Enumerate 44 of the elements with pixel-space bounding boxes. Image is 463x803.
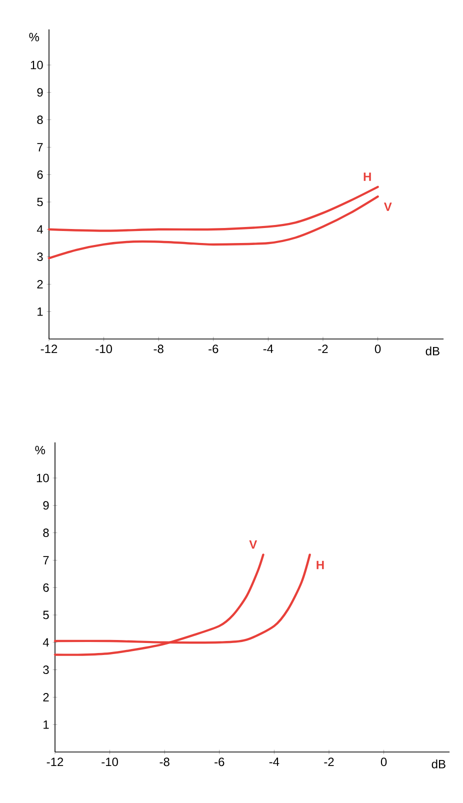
x-axis-title: dB bbox=[426, 346, 440, 356]
series-label: H bbox=[316, 560, 324, 570]
x-tick-label: -2 bbox=[318, 344, 328, 354]
y-tick-label: 7 bbox=[37, 143, 43, 152]
x-tick-label: -10 bbox=[102, 758, 118, 766]
y-tick-label: 10 bbox=[30, 60, 43, 70]
y-tick-label: 5 bbox=[37, 198, 43, 206]
series-label: H bbox=[364, 172, 371, 181]
x-tick-label: -8 bbox=[154, 344, 164, 354]
y-tick-label: 9 bbox=[43, 501, 49, 510]
x-tick-label: 0 bbox=[380, 758, 387, 766]
y-tick-label: 2 bbox=[43, 693, 49, 702]
y-tick-label: 10 bbox=[36, 474, 49, 482]
x-tick-label: -6 bbox=[208, 344, 218, 354]
y-tick-label: 8 bbox=[37, 116, 43, 124]
y-tick-label: 5 bbox=[43, 610, 49, 620]
x-tick-label: -10 bbox=[96, 344, 112, 354]
y-tick-label: 7 bbox=[43, 556, 49, 564]
y-tick-label: 4 bbox=[42, 638, 49, 647]
x-tick-label: -8 bbox=[160, 758, 170, 766]
y-tick-label: 1 bbox=[44, 720, 49, 729]
y-axis-title: % bbox=[29, 32, 40, 42]
y-tick-label: 3 bbox=[43, 666, 49, 674]
y-tick-label: 9 bbox=[37, 88, 43, 97]
x-tick-label: -4 bbox=[269, 758, 280, 766]
x-tick-label: -2 bbox=[324, 758, 334, 766]
y-tick-label: 3 bbox=[37, 252, 43, 262]
x-tick-label: -6 bbox=[214, 758, 224, 766]
x-tick-label: -12 bbox=[46, 758, 64, 766]
line-series bbox=[48, 195, 379, 260]
series-label: V bbox=[384, 202, 392, 211]
x-axis-title: dB bbox=[432, 760, 446, 768]
y-tick-label: 4 bbox=[36, 225, 43, 234]
series-label: V bbox=[249, 540, 258, 549]
y-tick-label: 8 bbox=[43, 528, 49, 538]
y-tick-label: 2 bbox=[37, 280, 43, 288]
y-tick-label: 6 bbox=[43, 583, 49, 592]
line-series bbox=[48, 186, 379, 232]
y-tick-label: 6 bbox=[37, 170, 43, 179]
y-axis-title: % bbox=[35, 446, 46, 454]
x-tick-label: -4 bbox=[263, 344, 274, 353]
x-tick-label: 0 bbox=[374, 344, 381, 354]
y-tick-label: 1 bbox=[38, 307, 43, 316]
x-tick-label: -12 bbox=[40, 344, 58, 354]
